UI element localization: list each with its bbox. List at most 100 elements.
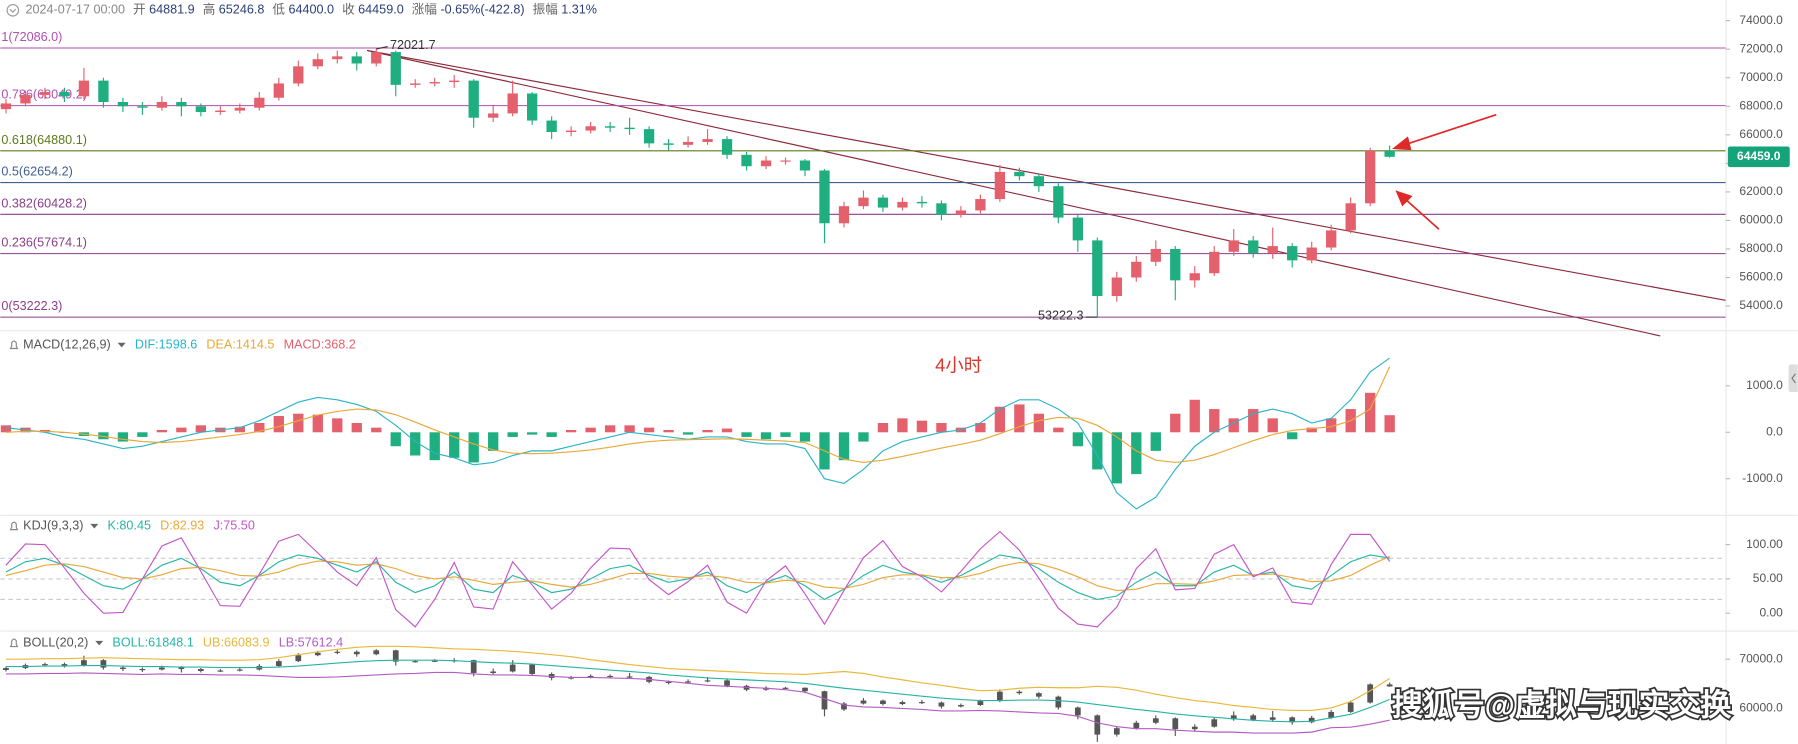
macd-line: [5, 357, 1390, 510]
candle-body: [1228, 240, 1239, 252]
candle-body: [1053, 186, 1064, 218]
candle-body: [470, 660, 477, 673]
candle-body: [334, 651, 341, 653]
high-label: 72021.7: [390, 38, 436, 52]
macd-bar: [1306, 427, 1317, 433]
candle-body: [1306, 247, 1317, 261]
candle-body: [546, 120, 557, 132]
candle-body: [1035, 693, 1042, 697]
candle-body: [1209, 251, 1220, 274]
y-tick-label: 50.00: [1753, 571, 1783, 585]
y-tick-label: 62000.0: [1739, 184, 1783, 198]
candle-body: [314, 652, 321, 656]
macd-bar: [877, 422, 889, 433]
candle-body: [936, 203, 947, 215]
macd-bar: [429, 432, 440, 461]
candle-body: [1326, 230, 1337, 248]
candle-body: [59, 92, 70, 97]
candle-body: [392, 650, 399, 662]
candle-body: [1191, 726, 1198, 730]
side-tab[interactable]: [1788, 364, 1798, 393]
arrow: [1391, 113, 1497, 151]
candle-body: [880, 700, 886, 705]
candle-body: [275, 661, 282, 667]
readout: K:80.45: [108, 519, 151, 533]
macd-bar: [371, 427, 382, 433]
candle-body: [61, 664, 68, 666]
candle-body: [858, 197, 869, 207]
candle-body: [565, 130, 577, 132]
candle-body: [0, 103, 12, 110]
y-tick-label: 66000.0: [1739, 127, 1783, 141]
macd-bar: [799, 432, 811, 442]
candle-body: [702, 139, 713, 142]
candle-body: [1365, 150, 1376, 204]
y-tick-label: 0.00: [1759, 605, 1783, 619]
macd-bar: [1131, 432, 1142, 475]
macd-bar: [936, 422, 947, 433]
indicator-title: BOLL(20,2): [23, 635, 88, 649]
watermark: 搜狐号@虚拟与现实交换: [1392, 687, 1732, 722]
candle-body: [860, 700, 867, 704]
candle-body: [997, 691, 1003, 702]
candle-body: [371, 52, 382, 64]
candle-body: [1267, 246, 1278, 254]
macd-bar: [721, 428, 733, 433]
macd-bar: [546, 432, 557, 437]
candle-body: [1152, 718, 1159, 723]
trend-line: [366, 49, 1726, 301]
kdj-line: [5, 554, 1390, 601]
candle-body: [802, 687, 808, 692]
candle-body: [685, 681, 691, 683]
last-price-box: [1727, 146, 1790, 168]
candle-body: [760, 160, 772, 167]
candle-body: [429, 82, 440, 84]
y-tick-label: 100.00: [1746, 537, 1783, 551]
candle-body: [1131, 261, 1142, 278]
candle-body: [332, 56, 343, 60]
candle-body: [1230, 715, 1237, 720]
candle-body: [156, 102, 168, 108]
candle-body: [897, 201, 908, 208]
macd-bar: [1326, 418, 1337, 433]
y-tick-label: 72000.0: [1739, 41, 1783, 55]
candle-body: [412, 661, 419, 663]
macd-bar: [780, 432, 791, 437]
macd-bar: [702, 429, 713, 433]
candle-body: [197, 669, 204, 672]
candle-body: [3, 668, 9, 671]
macd-bar: [137, 432, 148, 437]
candle-body: [1386, 684, 1393, 687]
kdj-line: [5, 555, 1390, 592]
candle-body: [643, 129, 655, 144]
macd-bar: [760, 432, 772, 440]
macd-bar: [449, 432, 460, 458]
candle-body: [916, 201, 928, 204]
macd-bar: [897, 418, 908, 433]
macd-bar: [858, 432, 869, 442]
fib-label: 0(53222.3): [1, 299, 62, 313]
readout: LB:57612.4: [279, 635, 344, 649]
candle-body: [604, 126, 616, 128]
candle-body: [682, 141, 694, 145]
candle-body: [1133, 722, 1140, 729]
readout: D:82.93: [160, 519, 204, 533]
candle-body: [390, 52, 401, 85]
candle-body: [509, 664, 516, 672]
macd-bar: [293, 413, 304, 433]
candle-body: [295, 655, 302, 662]
high-leader: [376, 46, 388, 50]
macd-bar: [98, 432, 109, 440]
macd-bar: [1033, 413, 1045, 433]
fib-label: 0.5(62654.2): [1, 165, 73, 179]
timeframe-label: 4小时: [935, 355, 982, 376]
header-field: 2024-07-17 00:00: [25, 3, 125, 17]
candle-body: [410, 83, 421, 85]
macd-line: [5, 366, 1391, 464]
header-field: 65246.8: [219, 3, 265, 17]
header-field: 收: [342, 3, 355, 17]
candle-body: [780, 160, 791, 162]
